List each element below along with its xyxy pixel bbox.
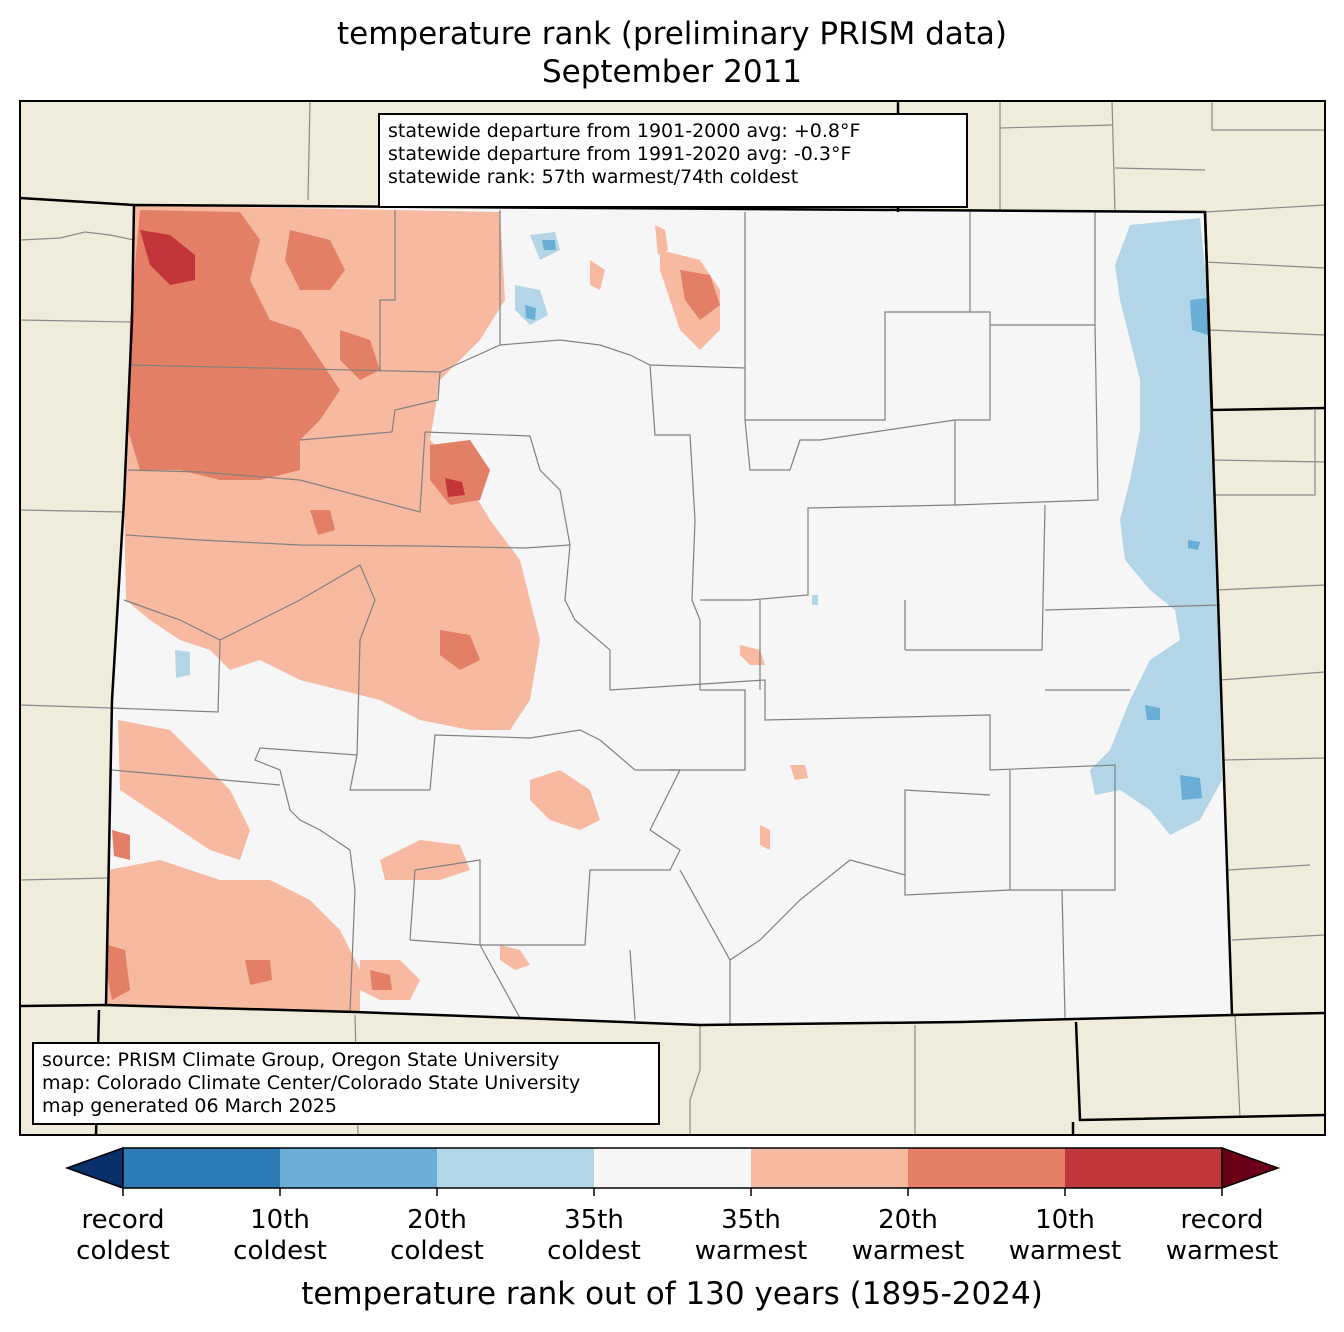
tick-label-direction: warmest (694, 1236, 808, 1266)
tick-label-rank: 10th (1035, 1205, 1095, 1235)
tick-label-rank: 20th (878, 1205, 938, 1235)
tick-label-direction: warmest (1008, 1236, 1122, 1266)
tick-label-rank: 10th (250, 1205, 310, 1235)
source-credits-box: source: PRISM Climate Group, Oregon Stat… (32, 1042, 660, 1125)
colorbar-tick-label: 35th coldest (519, 1205, 669, 1267)
tick-label-direction: coldest (233, 1236, 327, 1266)
colorbar-tick-label: 10th coldest (205, 1205, 355, 1267)
colorbar-tick-label: 20th coldest (362, 1205, 512, 1267)
colorbar-tick-label: record coldest (48, 1205, 198, 1267)
state-borders (19, 101, 1326, 1136)
statewide-stats-box: statewide departure from 1901-2000 avg: … (378, 113, 968, 208)
departure-1901-2000: statewide departure from 1901-2000 avg: … (388, 120, 861, 142)
colorbar-segment (1065, 1148, 1223, 1188)
tick-label-rank: 35th (564, 1205, 624, 1235)
map-title: temperature rank (preliminary PRISM data… (336, 16, 1007, 52)
tick-label-rank: 35th (721, 1205, 781, 1235)
colorbar-tick-label: record warmest (1147, 1205, 1297, 1267)
statewide-rank: statewide rank: 57th warmest/74th coldes… (388, 166, 799, 188)
colorbar-tick-label: 10th warmest (990, 1205, 1140, 1267)
colorbar-segment (437, 1148, 595, 1188)
colorbar (64, 1146, 1281, 1196)
colorbar-tick-label: 35th warmest (676, 1205, 826, 1267)
colorbar-outline (122, 1147, 1223, 1189)
warm-10th-regions (140, 230, 465, 497)
tick-label-direction: coldest (547, 1236, 641, 1266)
colorbar-segment (594, 1148, 752, 1188)
colorbar-tick-label: 20th warmest (833, 1205, 983, 1267)
tick-label-rank: record (81, 1205, 165, 1235)
map-frame (19, 100, 1326, 1136)
county-lines (111, 210, 1221, 1025)
generation-date: map generated 06 March 2025 (42, 1095, 337, 1117)
colorbar-extend-low (64, 1146, 124, 1190)
tick-label-direction: warmest (1165, 1236, 1279, 1266)
colorbar-extend-high (1221, 1146, 1281, 1190)
tick-label-rank: 20th (407, 1205, 467, 1235)
neighbor-county-lines (19, 100, 1326, 1136)
tick-label-direction: coldest (390, 1236, 484, 1266)
departure-1991-2020: statewide departure from 1991-2020 avg: … (388, 143, 852, 165)
tick-label-direction: warmest (851, 1236, 965, 1266)
colorbar-segment (751, 1148, 909, 1188)
source-credit: source: PRISM Climate Group, Oregon Stat… (42, 1049, 560, 1071)
cool-20th-regions (525, 240, 1208, 800)
map-subtitle-month: September 2011 (541, 54, 803, 90)
tick-label-rank: record (1180, 1205, 1264, 1235)
colorbar-segment (123, 1148, 281, 1188)
colorbar-segment (908, 1148, 1066, 1188)
tick-label-direction: coldest (76, 1236, 170, 1266)
map-credit: map: Colorado Climate Center/Colorado St… (42, 1072, 581, 1094)
colorbar-title: temperature rank out of 130 years (1895-… (301, 1276, 1043, 1312)
cool-35th-regions (175, 218, 1222, 835)
colorbar-segment (280, 1148, 438, 1188)
